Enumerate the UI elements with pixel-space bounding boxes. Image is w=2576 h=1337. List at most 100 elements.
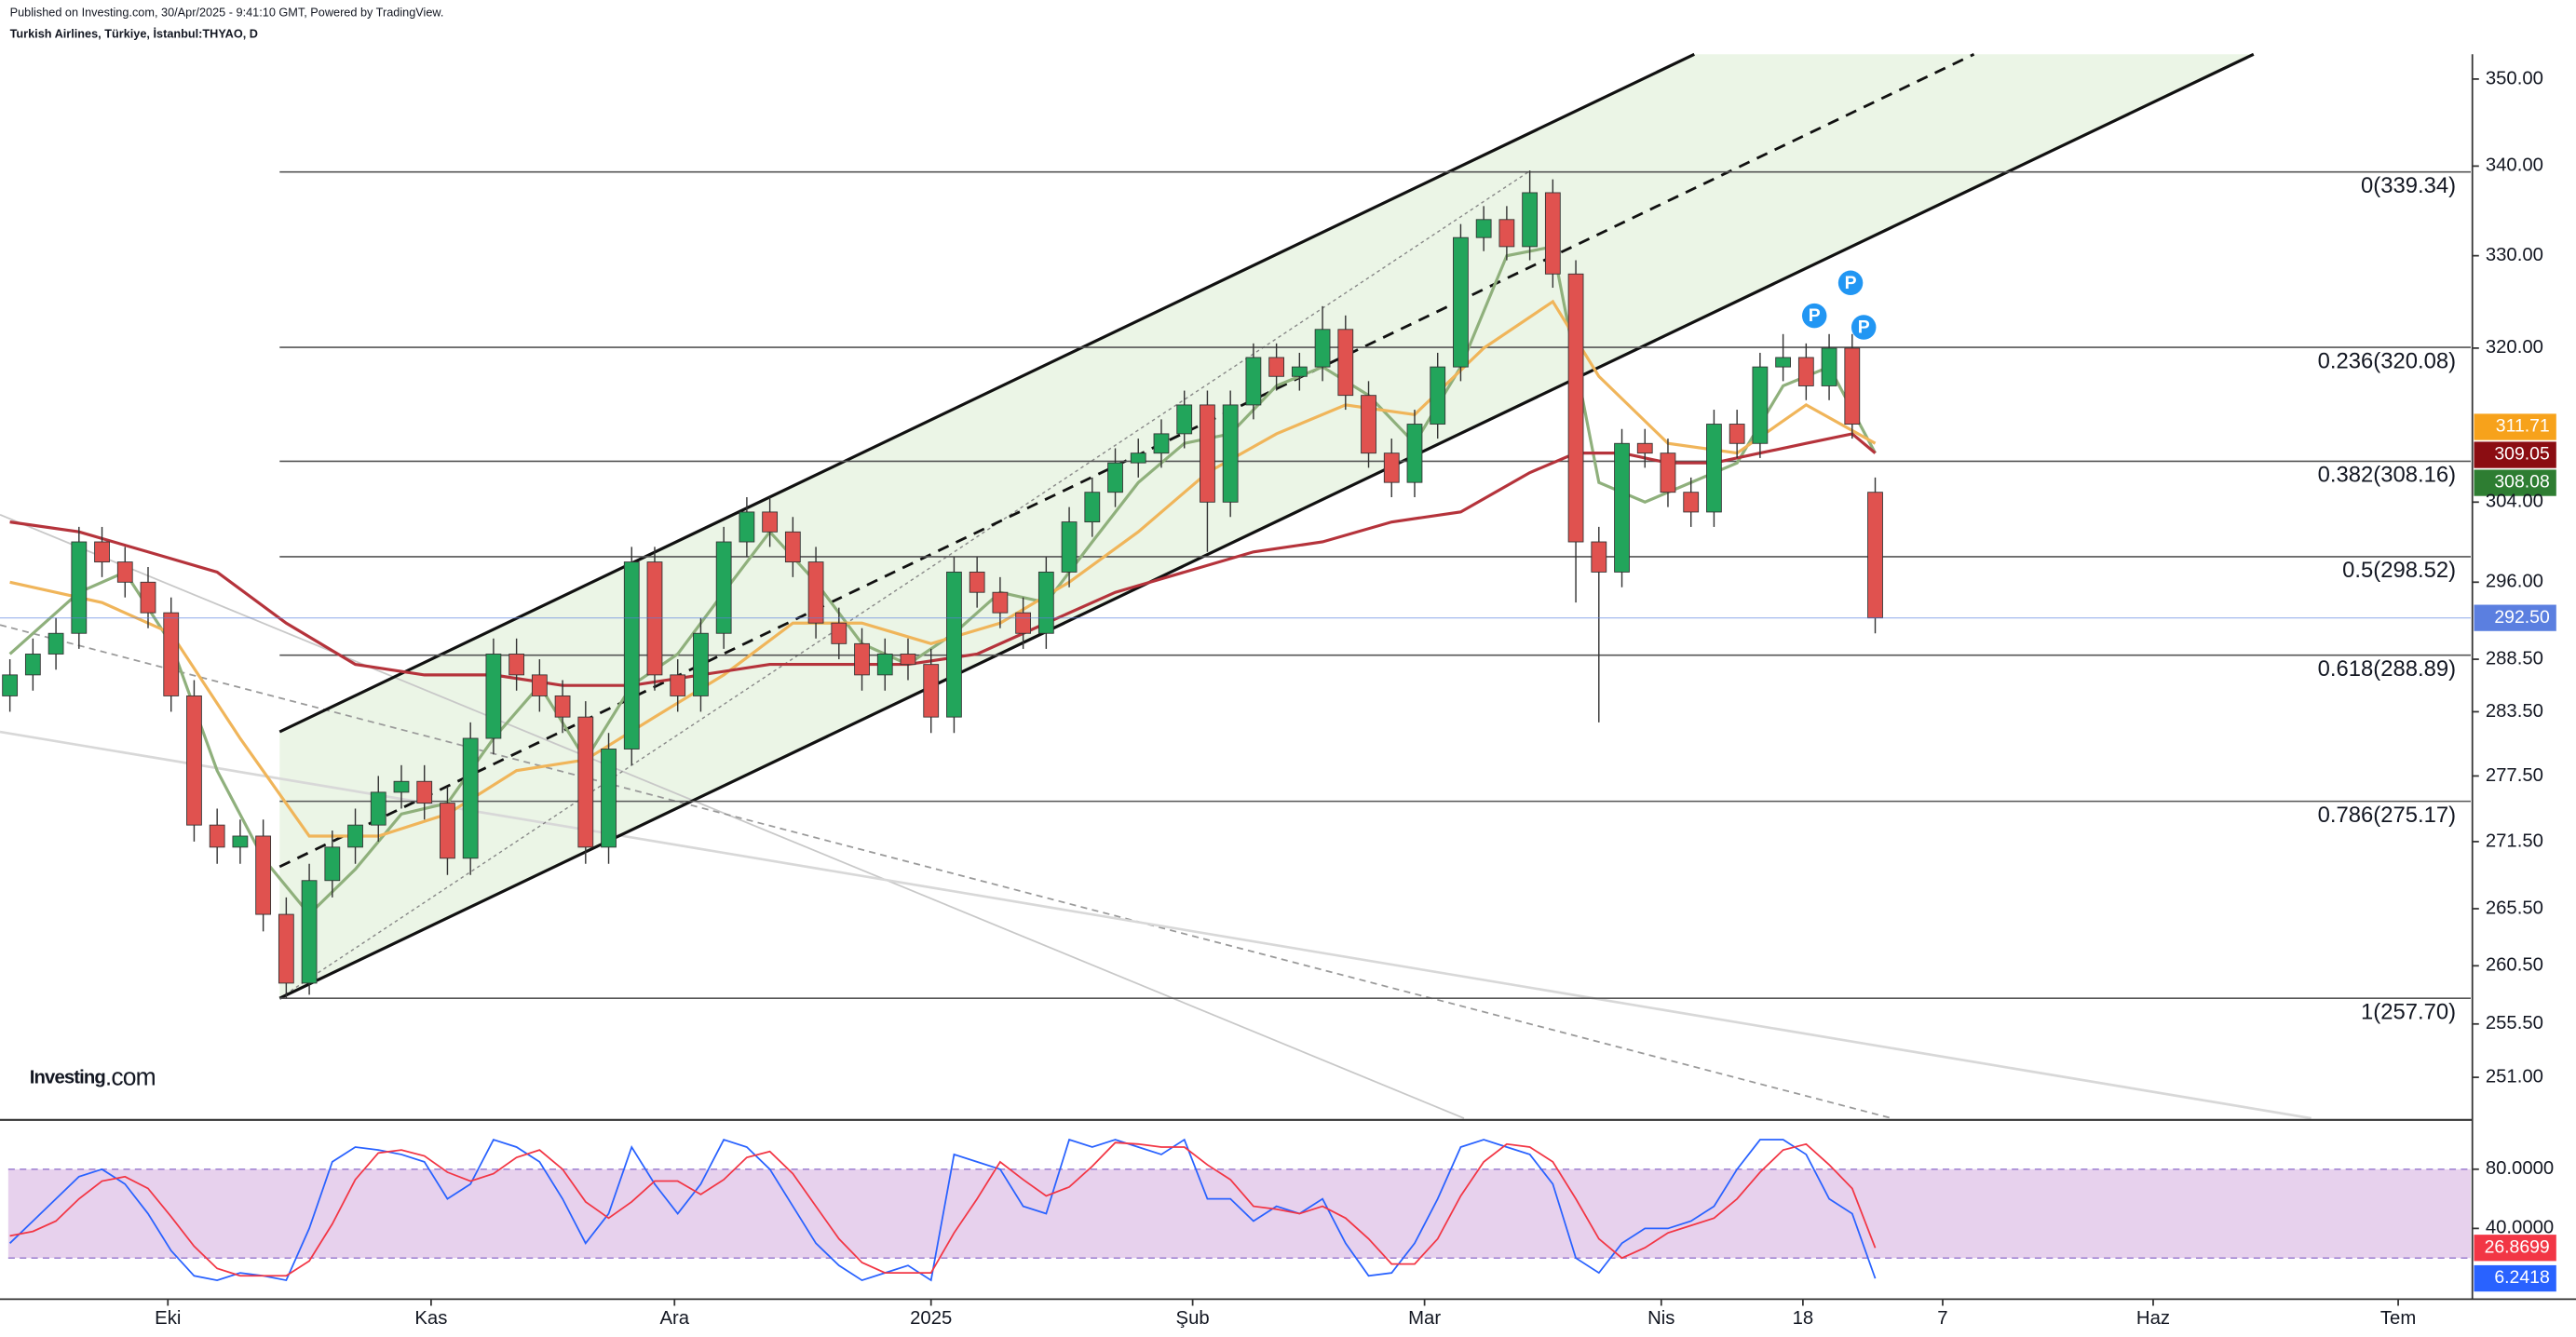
logo-suffix: .com xyxy=(105,1063,156,1091)
stoch-line xyxy=(9,1141,1877,1277)
price-label-box xyxy=(2474,413,2556,440)
price-label: 6.2418 xyxy=(2494,1267,2549,1288)
candle-body xyxy=(71,541,88,634)
trend-line xyxy=(0,514,1465,1119)
fib-label: 0(339.34) xyxy=(2361,173,2456,198)
candle-body xyxy=(278,913,294,984)
marker-dot xyxy=(1837,270,1864,296)
candle-body xyxy=(693,632,709,696)
fib-label: 0.236(320.08) xyxy=(2318,348,2456,373)
candle-body xyxy=(1383,452,1400,483)
candle-body xyxy=(1291,366,1308,377)
axis-background xyxy=(2472,0,2576,1337)
candle-body xyxy=(784,531,801,563)
candle-body xyxy=(1614,442,1630,573)
price-label-box xyxy=(2474,1264,2556,1292)
candle-body xyxy=(1015,612,1032,634)
y-tick-label: 40.0000 xyxy=(2486,1218,2554,1238)
candle-body xyxy=(1706,424,1722,513)
candle-body xyxy=(1222,404,1239,503)
candle-body xyxy=(324,846,341,882)
candle-body xyxy=(670,674,686,696)
price-label-box xyxy=(2474,604,2556,631)
y-tick-label: 277.50 xyxy=(2486,765,2543,786)
candle-body xyxy=(1775,357,1792,368)
candle-body xyxy=(416,780,433,804)
candle-body xyxy=(1498,219,1515,248)
candle-body xyxy=(1153,433,1170,454)
y-tick-label: 296.00 xyxy=(2486,572,2543,592)
candle-body xyxy=(301,880,318,984)
candle-body xyxy=(739,511,755,543)
candle-body xyxy=(969,571,985,593)
candle-body xyxy=(440,803,455,859)
candle-body xyxy=(762,511,779,533)
x-tick-label: 2025 xyxy=(910,1308,952,1329)
x-tick-label: Nis xyxy=(1647,1308,1674,1329)
price-label-box xyxy=(2474,1235,2556,1262)
candle-body xyxy=(1544,192,1561,275)
candle-body xyxy=(623,561,640,750)
candle-body xyxy=(1567,273,1584,543)
candle-body xyxy=(900,654,916,666)
candle-body xyxy=(1522,192,1539,248)
candle-body xyxy=(1337,329,1354,397)
candle-body xyxy=(876,654,893,676)
candle-body xyxy=(807,561,824,624)
candle-body xyxy=(462,737,479,859)
logo: Investing.com xyxy=(30,1063,156,1091)
published-note: Published on Investing.com, 30/Apr/2025 … xyxy=(10,5,444,19)
marker-dot xyxy=(1801,303,1827,329)
candle-body xyxy=(946,571,962,718)
x-tick-label: Haz xyxy=(2136,1308,2170,1329)
axes: 311.71 309.05 308.08 292.50 350.00 340.00 330.… xyxy=(155,68,2556,1329)
y-tick-label: 288.50 xyxy=(2486,648,2543,668)
marker-dot xyxy=(1851,315,1877,340)
price-label-box xyxy=(2474,441,2556,468)
candle-body xyxy=(531,674,548,696)
candle-body xyxy=(140,581,156,614)
logo-name: Investing xyxy=(30,1068,106,1088)
fib-label: 1(257.70) xyxy=(2361,999,2456,1024)
channel-upper xyxy=(278,52,1695,734)
candle-body xyxy=(47,632,64,655)
instrument-title: Turkish Airlines, Türkiye, İstanbul:THYA… xyxy=(10,26,258,40)
candle-body xyxy=(255,835,272,915)
channel-mid xyxy=(278,53,1975,869)
candle-body xyxy=(1430,366,1446,425)
candle-body xyxy=(163,612,180,696)
y-tick-label: 265.50 xyxy=(2486,898,2543,918)
x-tick-label: Eki xyxy=(155,1308,181,1329)
candle-body xyxy=(393,780,410,793)
candle-body xyxy=(94,541,110,563)
candle-body xyxy=(2,674,19,696)
price-label: 311.71 xyxy=(2496,416,2550,437)
candle-body xyxy=(1061,521,1078,573)
candle-body xyxy=(1752,366,1769,444)
price-label: 309.05 xyxy=(2494,444,2549,465)
y-tick-label: 260.50 xyxy=(2486,955,2543,976)
fib-label: 0.5(298.52) xyxy=(2342,558,2456,583)
candle-body xyxy=(554,695,571,718)
y-tick-label: 271.50 xyxy=(2486,831,2543,851)
x-tick-label: Şub xyxy=(1176,1308,1210,1329)
candle-body xyxy=(370,791,386,826)
marker-label: P xyxy=(1858,317,1870,338)
candle-body xyxy=(923,664,940,718)
candle-body xyxy=(1268,357,1285,377)
candle-body xyxy=(854,642,870,676)
x-tick-label: Ara xyxy=(659,1308,689,1329)
price-label-box xyxy=(2474,469,2556,496)
candle-body xyxy=(485,654,502,739)
candle-body xyxy=(1475,219,1492,238)
fib-label: 0.618(288.89) xyxy=(2318,656,2456,682)
candle-body xyxy=(1821,347,1837,386)
y-tick-label: 283.50 xyxy=(2486,701,2543,722)
x-tick-label: 18 xyxy=(1793,1308,1814,1329)
x-tick-label: Mar xyxy=(1408,1308,1441,1329)
candle-body xyxy=(831,622,847,644)
candle-body xyxy=(1406,424,1423,483)
candle-body xyxy=(1867,492,1883,619)
candle-body xyxy=(601,749,617,848)
